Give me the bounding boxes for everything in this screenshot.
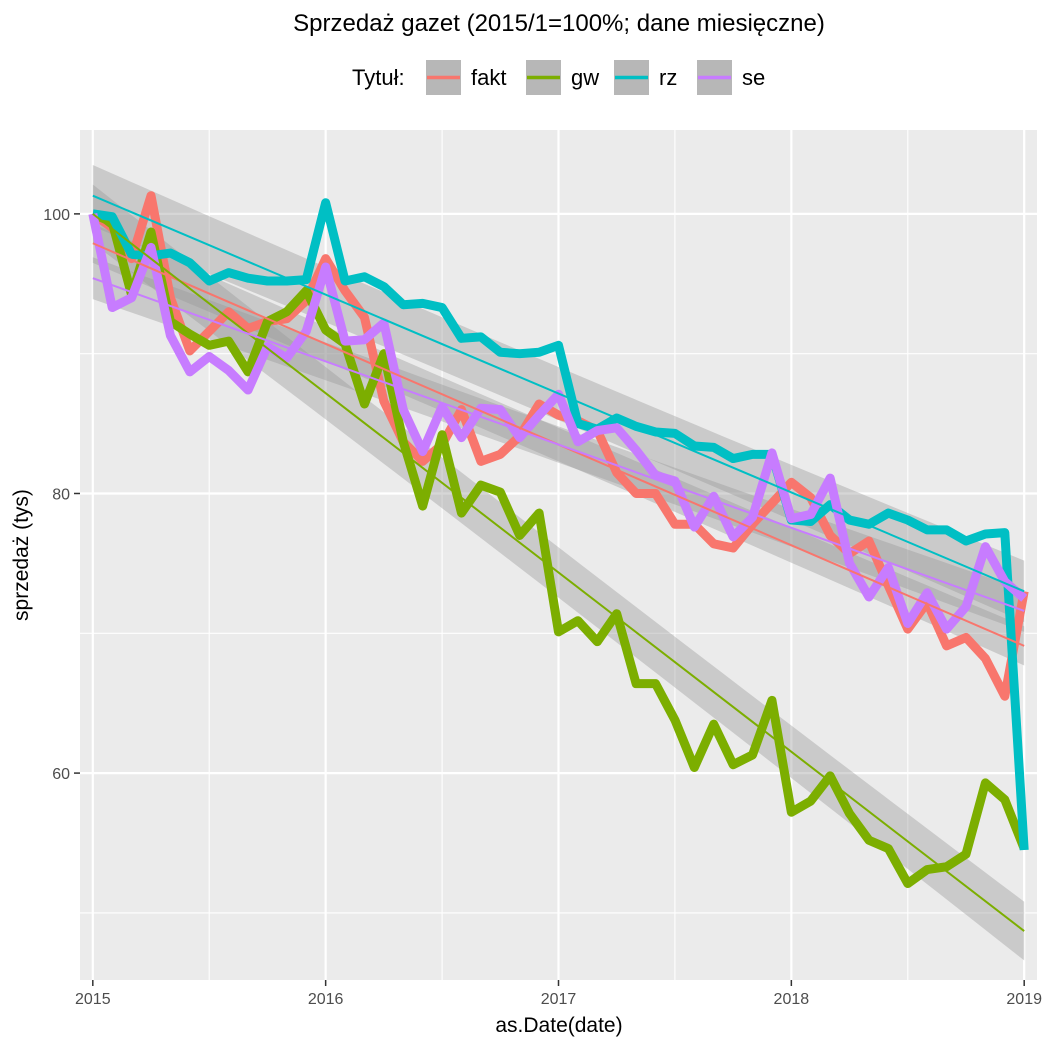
legend-label-gw: gw [571,65,599,90]
legend: Tytuł: fakt gw rz se [352,60,765,95]
trend-line-rz [92,194,1025,593]
x-axis-title: as.Date(date) [495,1014,622,1037]
x-tick-label: 2018 [774,991,810,1008]
series-line-gw [91,209,1029,889]
trend-lines [92,194,1025,932]
y-tick-label: 80 [52,486,70,503]
legend-label-fakt: fakt [471,65,506,90]
x-tick-label: 2015 [75,991,111,1008]
x-tick-label: 2017 [541,991,577,1008]
legend-label-se: se [742,65,765,90]
legend-item-rz: rz [614,60,677,95]
trend-line-se [92,277,1025,612]
y-axis-title: sprzedaż (tys) [10,489,33,621]
legend-title: Tytuł: [352,65,405,90]
legend-item-se: se [697,60,765,95]
series-line-rz [92,198,1029,851]
chart-title: Sprzedaż gazet (2015/1=100%; dane miesię… [293,10,825,37]
legend-label-rz: rz [659,65,677,90]
legend-item-gw: gw [526,60,599,95]
legend-item-fakt: fakt [426,60,506,95]
x-tick-label: 2016 [308,991,344,1008]
y-tick-label: 100 [43,207,70,224]
series-lines [88,191,1029,889]
series-line-fakt [90,191,1029,701]
y-tick-label: 60 [52,766,70,783]
axes: 2015 2016 2017 2018 2019 60 80 100 [43,207,1042,1008]
x-tick-label: 2019 [1006,991,1042,1008]
